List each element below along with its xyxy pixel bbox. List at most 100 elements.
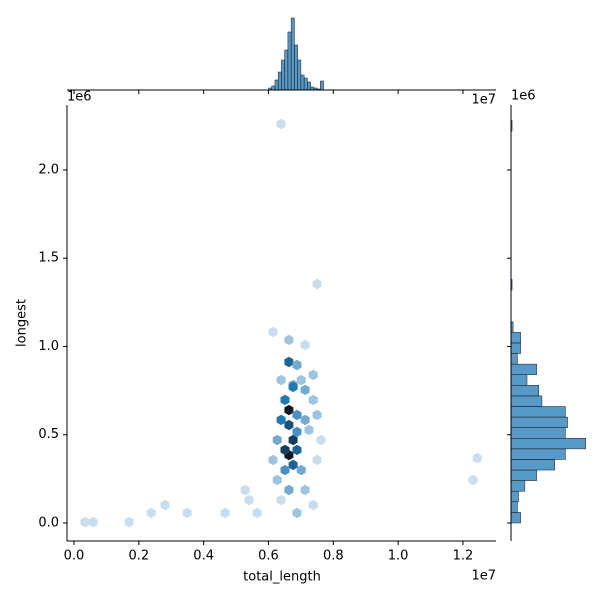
- hex-cell: [268, 326, 278, 338]
- hex-cell: [280, 444, 290, 456]
- hex-cell: [292, 359, 302, 371]
- hex-cell: [292, 507, 302, 519]
- top-hist-bar: [303, 77, 308, 91]
- right-hist-bar: [510, 459, 555, 471]
- hex-cell: [268, 454, 278, 466]
- right-hist-bar: [510, 406, 566, 418]
- hex-cell: [284, 356, 294, 368]
- hex-cell: [284, 484, 294, 496]
- right-hist-bar: [510, 385, 539, 397]
- hex-cell: [296, 464, 306, 476]
- hex-cell: [292, 444, 302, 456]
- hex-cell: [276, 414, 286, 426]
- top-hist-bar: [300, 74, 305, 91]
- right-hist-bar: [510, 363, 537, 375]
- right-hist-bar: [510, 395, 543, 407]
- x-tick-label: 0.6: [258, 549, 279, 564]
- right-hist-bar: [510, 469, 537, 481]
- hex-cell: [308, 369, 318, 381]
- right-hist-bar: [510, 448, 566, 460]
- hex-cell: [292, 409, 302, 421]
- hex-cell: [284, 334, 294, 346]
- right-hist-bar: [510, 342, 521, 354]
- x-tick-label: 1.2: [453, 549, 474, 564]
- right-hist-bar: [510, 416, 568, 428]
- hex-cell: [288, 434, 298, 446]
- top-hist-bar: [284, 49, 289, 91]
- top-hist-bar: [274, 79, 279, 91]
- hex-cell: [288, 381, 298, 393]
- hex-cell: [292, 426, 302, 438]
- y-tick-label: 1.0: [38, 339, 59, 354]
- x-tick-label: 0.0: [64, 549, 85, 564]
- top-hist-bar: [294, 44, 298, 91]
- top-hist-bar: [320, 80, 324, 91]
- x-tick-label: 1.0: [388, 549, 409, 564]
- x-tick-label: 0.8: [323, 549, 344, 564]
- hex-cell: [308, 394, 318, 406]
- top-hist-bar: [287, 31, 292, 91]
- top-hist-bar: [297, 59, 302, 91]
- right-offset-label: 1e6: [511, 89, 536, 104]
- top-hist-bar: [271, 85, 276, 91]
- hex-cell: [80, 516, 90, 528]
- hex-cell: [244, 494, 254, 506]
- top-hist-bar: [307, 81, 311, 91]
- hex-cell: [252, 507, 262, 519]
- hex-cell: [316, 434, 326, 446]
- hex-cell: [276, 374, 286, 386]
- hex-cell: [146, 507, 156, 519]
- hex-cell: [288, 459, 298, 471]
- y-offset-label: 1e6: [67, 90, 92, 105]
- hex-cell: [182, 507, 192, 519]
- hex-cell: [312, 454, 322, 466]
- x-tick-label: 0.4: [193, 549, 214, 564]
- hex-cell: [88, 516, 98, 528]
- hex-cell: [312, 409, 322, 421]
- right-hist-bar: [510, 427, 566, 439]
- hex-cell: [220, 507, 230, 519]
- right-hist-bar: [510, 353, 518, 365]
- hex-cell: [276, 118, 286, 130]
- hex-cell: [124, 516, 134, 528]
- y-axis-label: longest: [15, 299, 30, 347]
- right-hist-bar: [510, 438, 586, 450]
- y-tick-label: 2.0: [38, 162, 59, 177]
- hex-cell: [468, 474, 478, 486]
- hex-cell: [160, 499, 170, 511]
- hex-cell: [272, 474, 282, 486]
- y-tick-label: 0.0: [38, 515, 59, 530]
- right-hist-bar: [510, 490, 519, 503]
- hex-cell: [308, 499, 318, 511]
- right-hist-bar: [510, 480, 526, 492]
- hex-cell: [472, 452, 482, 464]
- y-tick-label: 1.5: [38, 251, 59, 266]
- hex-cell: [300, 339, 310, 351]
- hex-cell: [284, 404, 294, 416]
- x-offset-label: 1e7: [471, 569, 496, 584]
- right-hist-bar: [510, 512, 521, 524]
- top-hist-bar: [277, 71, 282, 91]
- hex-cell: [312, 278, 322, 290]
- hex-cell: [276, 494, 286, 506]
- x-axis-label: total_length: [243, 570, 321, 585]
- hex-cell: [240, 484, 250, 496]
- y-tick-label: 0.5: [38, 427, 59, 442]
- hex-cell: [284, 419, 294, 431]
- right-hist-bar: [510, 374, 528, 386]
- hex-cell: [280, 394, 290, 406]
- right-hist-bar: [510, 332, 521, 344]
- top-offset-label: 1e7: [471, 93, 496, 108]
- hex-cell: [280, 464, 290, 476]
- hex-cell: [300, 414, 310, 426]
- x-tick-label: 0.2: [128, 549, 149, 564]
- right-hist-bar: [510, 501, 518, 513]
- hex-cell: [300, 384, 310, 396]
- hex-cell: [272, 434, 282, 446]
- top-hist-bar: [281, 59, 285, 91]
- top-hist-bar: [290, 17, 295, 91]
- hex-cell: [300, 484, 310, 496]
- hex-cell: [304, 424, 314, 436]
- hex-cell: [296, 374, 306, 386]
